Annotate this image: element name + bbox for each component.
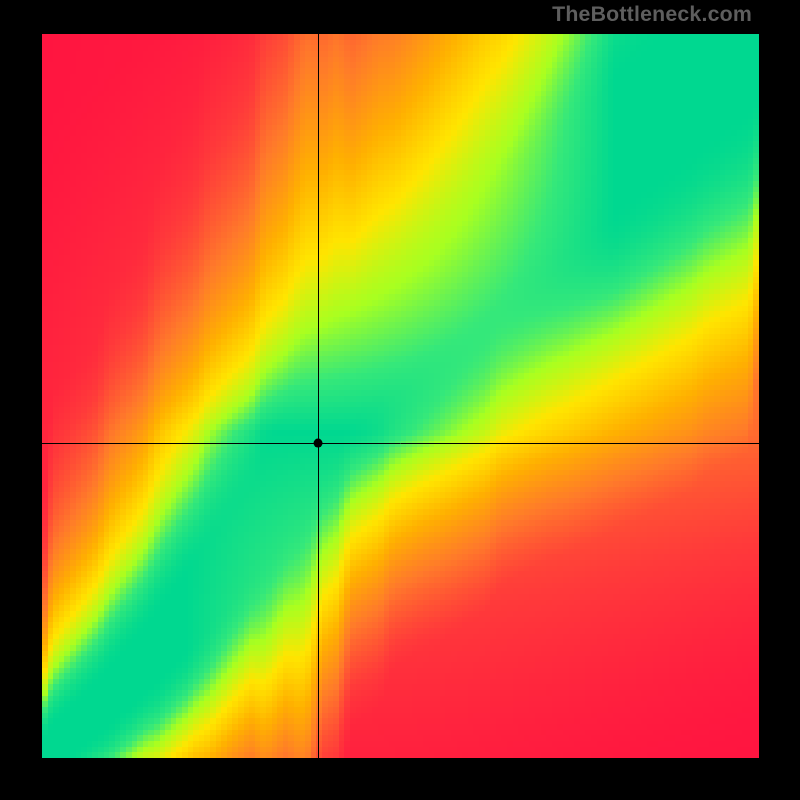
watermark-text: TheBottleneck.com [552,2,752,27]
heatmap-canvas [0,0,800,800]
